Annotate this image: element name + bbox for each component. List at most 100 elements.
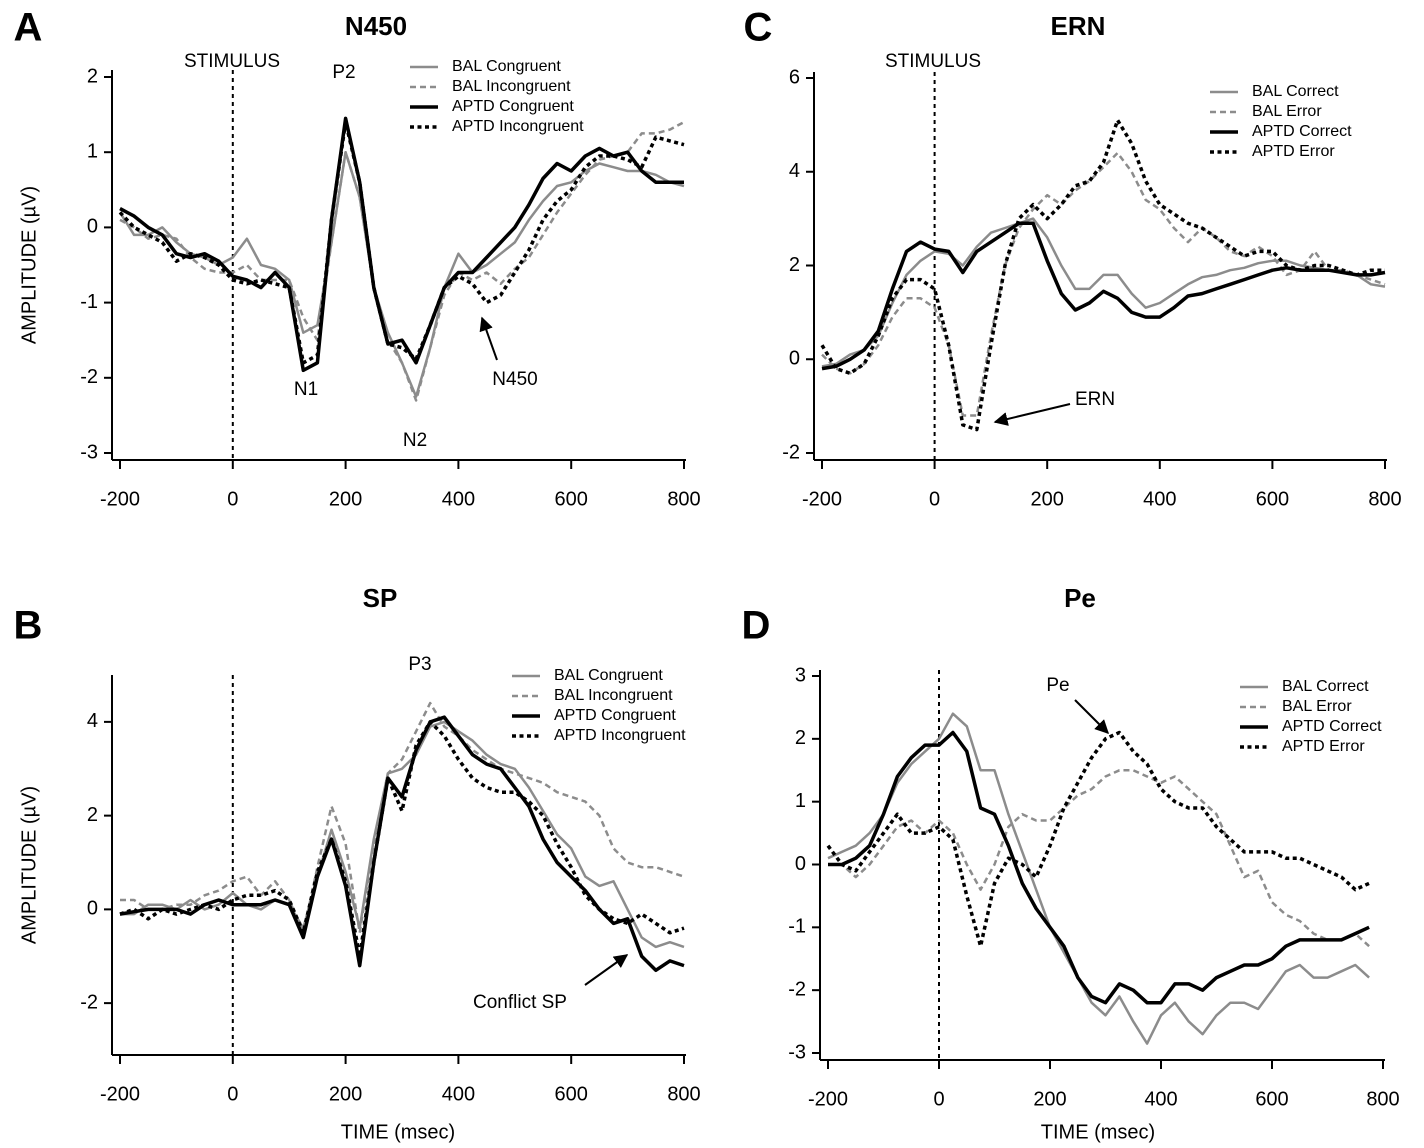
y-tick-label: -3: [788, 1041, 806, 1063]
annotation: P2: [332, 62, 355, 83]
x-axis-label: TIME (msec): [341, 1121, 455, 1143]
annotation: Conflict SP: [473, 992, 567, 1013]
panel-letter: D: [742, 604, 771, 648]
x-tick-label: 0: [929, 488, 940, 510]
chart-title: SP: [363, 583, 398, 613]
panel-letter: B: [14, 604, 43, 648]
legend-label: APTD Congruent: [452, 98, 574, 115]
x-tick-label: -200: [802, 488, 842, 510]
y-tick-label: 1: [87, 140, 98, 162]
y-tick-label: 0: [789, 348, 800, 370]
y-tick-label: 0: [795, 853, 806, 875]
annotation: ERN: [1075, 389, 1115, 410]
x-tick-label: -200: [100, 488, 140, 510]
y-tick-label: -2: [788, 978, 806, 1000]
y-tick-label: 2: [87, 804, 98, 826]
legend-label: APTD Error: [1282, 738, 1365, 755]
x-tick-label: 600: [1256, 488, 1289, 510]
x-tick-label: 600: [555, 488, 588, 510]
series-line: [827, 712, 1370, 1045]
annotation: N1: [294, 379, 318, 400]
annotation: STIMULUS: [184, 51, 280, 72]
x-tick-label: 600: [1255, 1088, 1288, 1110]
y-tick-label: -3: [80, 441, 98, 463]
x-tick-label: 200: [1033, 1088, 1066, 1110]
annotation-arrow: [1074, 699, 1109, 734]
y-tick-label: 3: [795, 664, 806, 686]
series-line: [821, 217, 1386, 368]
y-tick-label: -2: [80, 366, 98, 388]
series-line: [118, 120, 685, 365]
legend-label: BAL Congruent: [554, 667, 663, 684]
annotation: STIMULUS: [885, 51, 981, 72]
chart-title: ERN: [1051, 11, 1106, 41]
legend-label: APTD Error: [1252, 143, 1335, 160]
legend-label: APTD Incongruent: [554, 727, 686, 744]
chart-title: Pe: [1064, 583, 1096, 613]
chart-title: N450: [345, 11, 407, 41]
legend-label: BAL Incongruent: [452, 78, 571, 95]
legend-label: BAL Congruent: [452, 58, 561, 75]
legend-label: APTD Correct: [1252, 123, 1352, 140]
x-tick-label: 200: [1031, 488, 1064, 510]
legend-label: BAL Correct: [1252, 83, 1339, 100]
series-line: [120, 720, 685, 949]
x-tick-label: 800: [667, 1083, 700, 1105]
legend-label: BAL Error: [1252, 103, 1322, 120]
legend-label: BAL Correct: [1282, 678, 1369, 695]
annotation: N450: [492, 369, 537, 390]
x-tick-label: 200: [329, 488, 362, 510]
x-tick-label: 600: [555, 1083, 588, 1105]
series-line: [828, 769, 1370, 948]
series-line: [821, 151, 1386, 417]
x-tick-label: 400: [442, 488, 475, 510]
annotation: N2: [403, 430, 427, 451]
annotation: P3: [408, 654, 431, 675]
y-tick-label: -1: [80, 291, 98, 313]
y-tick-label: 1: [795, 790, 806, 812]
series-line: [828, 730, 1370, 1005]
series-line: [119, 715, 685, 973]
series-line: [821, 221, 1386, 371]
x-tick-label: 0: [227, 1083, 238, 1105]
legend-label: APTD Correct: [1282, 718, 1382, 735]
x-tick-label: 400: [442, 1083, 475, 1105]
y-axis-label: AMPLITUDE (µV): [18, 786, 40, 944]
x-tick-label: -200: [100, 1083, 140, 1105]
y-tick-label: 2: [795, 727, 806, 749]
x-tick-label: 800: [1366, 1088, 1399, 1110]
legend-label: BAL Incongruent: [554, 687, 673, 704]
annotation-arrow: [479, 316, 498, 361]
y-tick-label: 4: [789, 160, 800, 182]
panel-letter: A: [14, 6, 43, 50]
y-tick-label: 0: [87, 216, 98, 238]
x-tick-label: 800: [1368, 488, 1401, 510]
x-tick-label: 0: [227, 488, 238, 510]
series-line: [119, 120, 685, 402]
series-line: [119, 116, 684, 373]
series-line: [120, 701, 685, 935]
series-line: [826, 730, 1370, 948]
y-tick-label: 2: [87, 65, 98, 87]
legend-label: APTD Incongruent: [452, 118, 584, 135]
x-tick-label: 400: [1143, 488, 1176, 510]
series-line: [820, 118, 1385, 432]
annotation-arrow: [584, 954, 629, 986]
y-tick-label: 0: [87, 898, 98, 920]
annotation-arrow: [993, 403, 1071, 426]
y-tick-label: 2: [789, 254, 800, 276]
y-tick-label: -2: [782, 441, 800, 463]
x-axis-label: TIME (msec): [1041, 1121, 1155, 1143]
series-line: [118, 150, 685, 398]
legend-label: APTD Congruent: [554, 707, 676, 724]
annotation: Pe: [1046, 675, 1069, 696]
y-tick-label: 4: [87, 710, 98, 732]
x-tick-label: 0: [933, 1088, 944, 1110]
y-tick-label: 6: [789, 66, 800, 88]
y-axis-label: AMPLITUDE (µV): [18, 186, 40, 344]
y-tick-label: -1: [788, 916, 806, 938]
x-tick-label: 800: [667, 488, 700, 510]
x-tick-label: 200: [329, 1083, 362, 1105]
y-tick-label: -2: [80, 991, 98, 1013]
